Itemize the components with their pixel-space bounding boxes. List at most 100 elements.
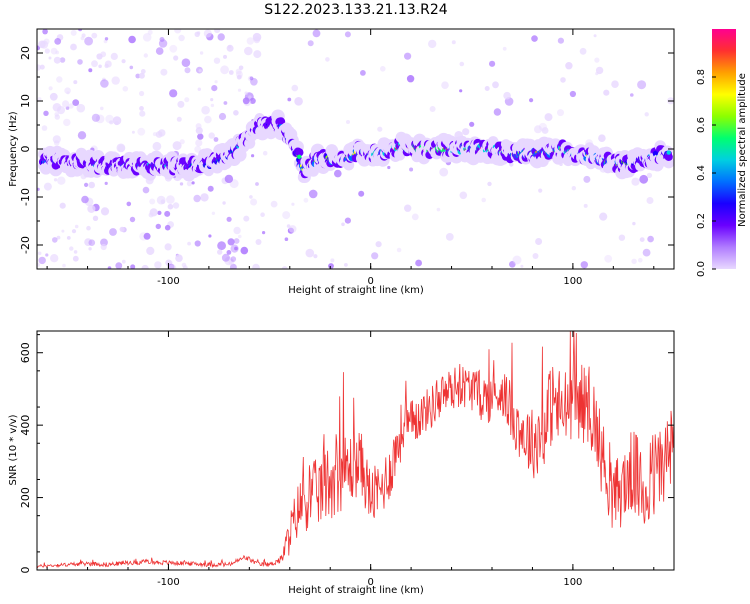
spectrogram-noise-blob bbox=[111, 76, 120, 85]
snr-ticks: -100 0 100 0 200 400 600 bbox=[19, 331, 674, 588]
spectrogram-noise-blob bbox=[193, 194, 201, 203]
spectrogram-heatmap bbox=[37, 29, 674, 269]
spectrogram-noise-blob bbox=[646, 197, 654, 204]
spectrogram-ridge-point bbox=[276, 117, 286, 126]
spectrogram-noise-blob bbox=[78, 29, 83, 32]
spectrogram-noise-blob bbox=[509, 162, 514, 167]
snr-frame bbox=[36, 330, 675, 571]
spectrogram-noise-blob bbox=[451, 40, 456, 45]
spectrogram-noise-blob bbox=[503, 91, 511, 100]
spectrogram-noise-blob bbox=[98, 64, 102, 69]
spectrogram-noise-blob bbox=[377, 126, 383, 132]
spectrogram-noise-blob bbox=[250, 198, 258, 206]
spectrogram-noise-blob bbox=[43, 182, 52, 191]
spectrogram-noise-blob bbox=[415, 259, 422, 267]
spectrogram-noise-blob bbox=[236, 75, 242, 80]
spectrogram-noise-blob bbox=[203, 29, 212, 38]
spectrogram-noise-blob bbox=[532, 253, 539, 259]
spectrogram-noise-blob bbox=[139, 90, 145, 97]
spectrogram-noise-blob bbox=[52, 103, 62, 112]
spectrogram-noise-blob bbox=[595, 66, 604, 75]
spectrogram-noise-blob bbox=[441, 81, 449, 89]
spectrogram-noise-blob bbox=[307, 40, 314, 47]
spectrogram-noise-blob bbox=[594, 57, 600, 63]
spectrogram-noise-blob bbox=[644, 112, 649, 117]
spectrogram-noise-blob bbox=[77, 59, 83, 65]
spectrogram-noise-blob bbox=[199, 51, 204, 55]
spectrogram-noise-blob bbox=[49, 92, 58, 101]
spectrogram-noise-blob bbox=[88, 181, 95, 189]
spectrogram-noise-blob bbox=[358, 190, 365, 197]
spectrogram-noise-blob bbox=[73, 250, 78, 254]
spectrogram-noise-blob bbox=[487, 181, 492, 187]
spectrogram-noise-blob bbox=[569, 90, 577, 98]
spectrogram-noise-blob bbox=[598, 134, 606, 142]
spectrogram-noise-blob bbox=[235, 68, 242, 75]
spectrogram-noise-blob bbox=[237, 74, 243, 80]
spectrogram-noise-blob bbox=[409, 167, 414, 172]
spectrogram-noise-blob bbox=[226, 216, 232, 222]
spectrogram-noise-blob bbox=[140, 69, 146, 74]
spectrogram-noise-blob bbox=[88, 239, 96, 246]
snr-series bbox=[37, 331, 674, 569]
spectrogram-noise-blob bbox=[639, 174, 649, 184]
spectrogram-noise-blob bbox=[262, 150, 268, 156]
spectrogram-noise-blob bbox=[194, 145, 202, 153]
spectrogram-noise-blob bbox=[459, 191, 468, 200]
spectrogram-noise-blob bbox=[579, 47, 587, 55]
spectrogram-noise-blob bbox=[164, 243, 172, 251]
spectrogram-noise-blob bbox=[288, 225, 297, 233]
spectrogram-noise-blob bbox=[529, 98, 534, 103]
spectrogram-noise-blob bbox=[62, 263, 66, 268]
spectrogram-noise-blob bbox=[130, 264, 136, 269]
spectrogram-xtick-label: -100 bbox=[157, 276, 180, 287]
spectrogram-noise-blob bbox=[155, 131, 163, 138]
spectrogram-noise-blob bbox=[557, 109, 564, 117]
spectrogram-noise-blob bbox=[459, 61, 465, 67]
spectrogram-noise-blob bbox=[411, 213, 419, 221]
snr-ytick-label: 0 bbox=[19, 567, 32, 574]
spectrogram-noise-blob bbox=[387, 165, 391, 170]
spectrogram-noise-blob bbox=[69, 246, 74, 251]
spectrogram-noise-blob bbox=[139, 110, 146, 117]
spectrogram-ytick-label: 20 bbox=[19, 46, 32, 60]
spectrogram-noise-blob bbox=[38, 40, 46, 49]
spectrogram-noise-blob bbox=[54, 112, 59, 117]
spectrogram-noise-blob bbox=[184, 97, 190, 103]
spectrogram-noise-blob bbox=[217, 241, 227, 251]
spectrogram-noise-blob bbox=[56, 235, 61, 240]
spectrogram-noise-blob bbox=[88, 68, 93, 73]
spectrogram-noise-blob bbox=[48, 86, 53, 91]
spectrogram-noise-blob bbox=[531, 35, 538, 42]
spectrogram-noise-blob bbox=[214, 29, 221, 34]
spectrogram-noise-blob bbox=[222, 201, 226, 205]
spectrogram-noise-blob bbox=[37, 64, 42, 71]
spectrogram-noise-blob bbox=[220, 65, 230, 75]
spectrogram-noise-blob bbox=[346, 120, 350, 124]
colorbar-tick-label: 0.6 bbox=[696, 117, 707, 133]
spectrogram-noise-blob bbox=[492, 81, 499, 89]
spectrogram-noise-blob bbox=[262, 231, 266, 235]
spectrogram-noise-blob bbox=[200, 193, 209, 202]
spectrogram-noise-blob bbox=[110, 52, 118, 61]
spectrogram-noise-blob bbox=[181, 262, 187, 268]
spectrogram-noise-blob bbox=[233, 226, 241, 235]
spectrogram-noise-blob bbox=[312, 29, 321, 38]
spectrogram-noise-blob bbox=[201, 105, 210, 115]
spectrogram-noise-blob bbox=[63, 118, 71, 127]
spectrogram-noise-blob bbox=[481, 197, 487, 203]
spectrogram-noise-blob bbox=[330, 258, 335, 263]
spectrogram-noise-blob bbox=[138, 72, 145, 79]
spectrogram-noise-blob bbox=[404, 204, 412, 212]
spectrogram-noise-blob bbox=[375, 241, 382, 248]
spectrogram-noise-blob bbox=[139, 106, 144, 111]
spectrogram-noise-blob bbox=[54, 38, 62, 45]
spectrogram-noise-blob bbox=[208, 234, 212, 238]
spectrogram-noise-blob bbox=[104, 181, 108, 185]
spectrogram-noise-blob bbox=[246, 37, 254, 45]
spectrogram-noise-blob bbox=[72, 99, 80, 106]
spectrogram-noise-blob bbox=[137, 127, 146, 136]
spectrogram-noise-blob bbox=[281, 266, 288, 269]
spectrogram-noise-blob bbox=[43, 38, 50, 45]
spectrogram-noise-blob bbox=[181, 58, 191, 67]
